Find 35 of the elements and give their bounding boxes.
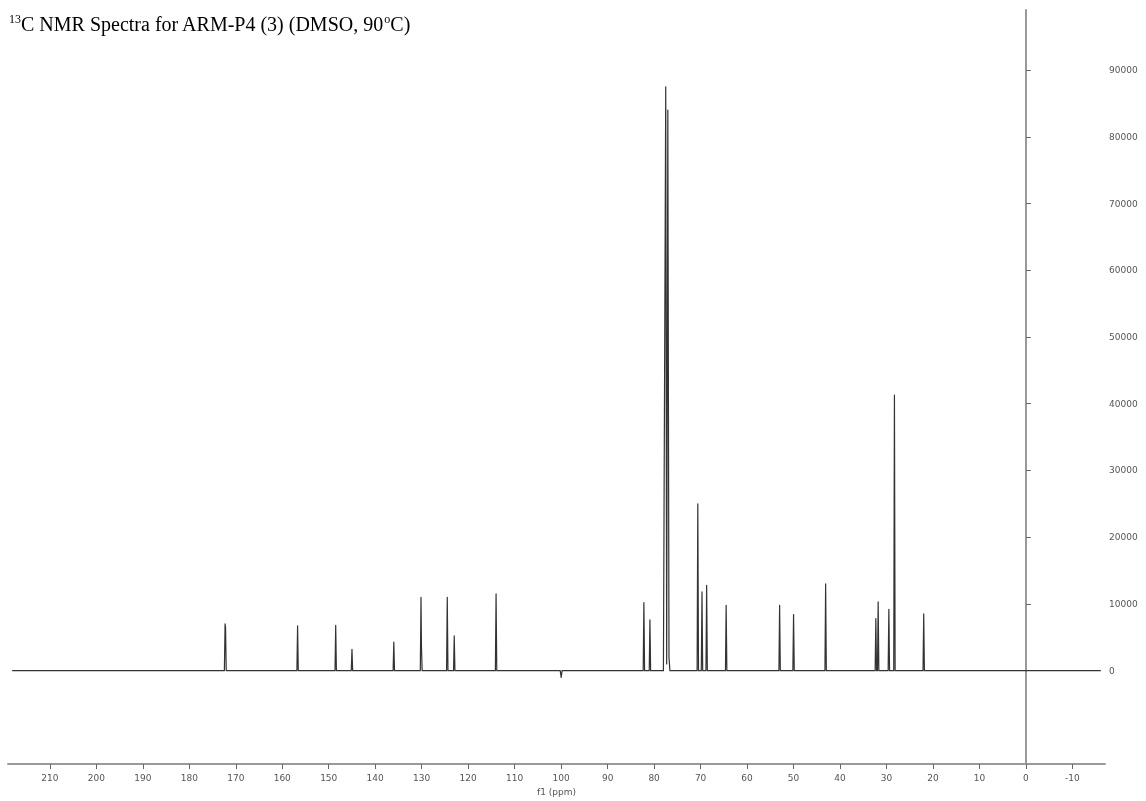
x-tick-label: 70 <box>694 772 707 783</box>
x-tick-label: 120 <box>459 772 478 783</box>
x-tick-label: 60 <box>741 772 754 783</box>
x-tick-label: 100 <box>552 772 571 783</box>
x-tick-label: 20 <box>927 772 940 783</box>
y-tick-label: 10000 <box>1109 598 1138 609</box>
x-tick-label: 160 <box>273 772 292 783</box>
x-tick-label: 210 <box>41 772 59 783</box>
y-tick-label: 80000 <box>1109 131 1138 142</box>
y-tick-label: 20000 <box>1109 532 1138 543</box>
x-tick-label: 80 <box>648 772 661 783</box>
y-tick-label: 0 <box>1109 665 1115 676</box>
x-tick-label: 150 <box>320 772 338 783</box>
x-tick-label: 180 <box>180 772 199 783</box>
y-tick-label: 40000 <box>1109 398 1138 409</box>
y-tick-label: 90000 <box>1109 65 1138 76</box>
x-tick-label: 140 <box>366 772 385 783</box>
x-tick-label: 110 <box>506 772 524 783</box>
x-tick-label: 190 <box>134 772 152 783</box>
x-tick-label: 10 <box>973 772 986 783</box>
x-tick-label: 30 <box>880 772 893 783</box>
x-tick-label: 130 <box>413 772 431 783</box>
y-tick-label: 70000 <box>1109 198 1138 209</box>
x-tick-label: 200 <box>87 772 106 783</box>
x-tick-label: 50 <box>787 772 800 783</box>
y-tick-label: 30000 <box>1109 465 1138 476</box>
x-tick-label: 0 <box>1023 772 1030 783</box>
x-tick-label: -10 <box>1065 772 1081 783</box>
y-tick-label: 60000 <box>1109 265 1138 276</box>
x-tick-label: 170 <box>227 772 245 783</box>
x-tick-label: 40 <box>834 772 847 783</box>
y-tick-label: 50000 <box>1109 332 1138 342</box>
line-series <box>12 86 1101 678</box>
x-axis-title: f1 (ppm) <box>537 786 576 797</box>
x-tick-label: 90 <box>601 772 614 783</box>
